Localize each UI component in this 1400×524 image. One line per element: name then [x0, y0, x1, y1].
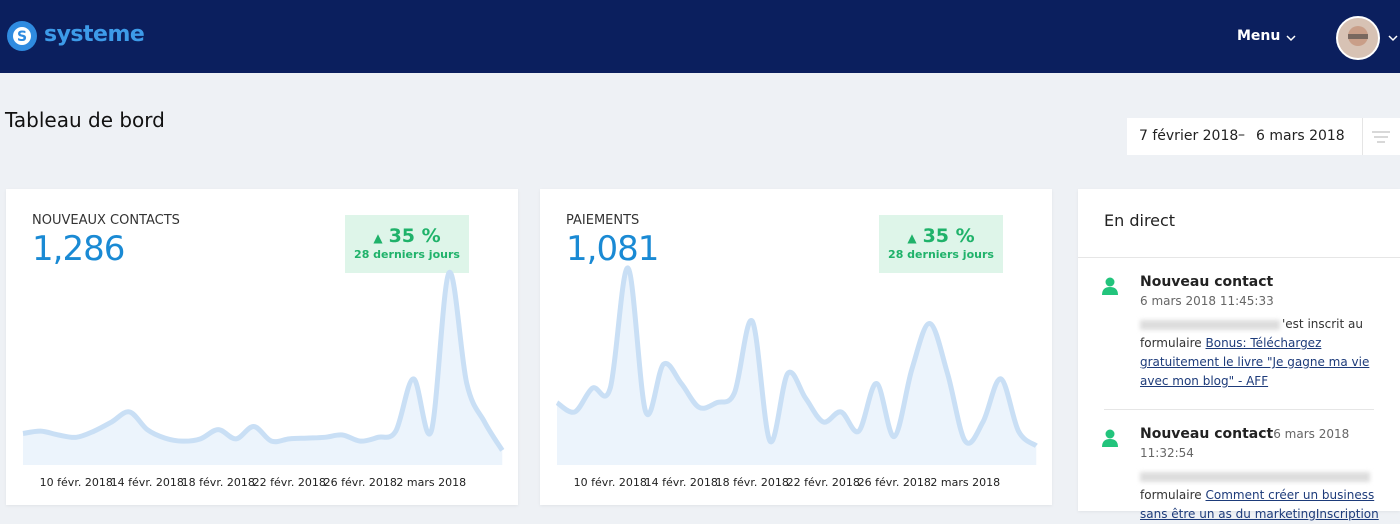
line	[555, 265, 1038, 448]
feed-text: 'est inscrit au formulaire	[1140, 317, 1363, 350]
card-total: 1,081	[566, 229, 659, 269]
feed-date: 6 mars 2018 11:32:54	[1140, 427, 1350, 460]
x-tick-label: 18 févr. 2018	[182, 476, 255, 489]
divider	[1104, 409, 1374, 410]
change-value: 35 %	[388, 225, 441, 247]
feed-date: 6 mars 2018 11:45:33	[1140, 294, 1274, 308]
menu[interactable]: Menu	[1237, 28, 1281, 44]
feed-text: formulaire	[1140, 488, 1202, 502]
x-tick-label: 10 févr. 2018	[574, 476, 647, 489]
x-tick-label: 26 févr. 2018	[858, 476, 931, 489]
feed-item: Nouveau contact6 mars 2018 11:32:54 form…	[1140, 425, 1390, 524]
change-value: 35 %	[922, 225, 975, 247]
menu-caret	[1286, 35, 1296, 42]
x-tick-label: 18 févr. 2018	[716, 476, 789, 489]
up-arrow: ▲	[907, 231, 917, 245]
change-row: ▲ 35 %	[879, 225, 1003, 247]
blurred-email	[1140, 319, 1280, 330]
logo-icon[interactable]: S	[6, 20, 38, 52]
feed-link[interactable]: Bonus: Téléchargez gratuitement le livre…	[1140, 336, 1370, 388]
page-title: Tableau de bord	[5, 108, 165, 132]
logo[interactable]: systeme	[44, 22, 145, 47]
x-tick-label: 22 févr. 2018	[253, 476, 326, 489]
svg-text:S: S	[17, 29, 27, 45]
x-tick-label: 10 févr. 2018	[40, 476, 113, 489]
line	[22, 270, 505, 452]
feed-title: Nouveau contact	[1140, 274, 1274, 290]
date-range[interactable]: 7 février 2018 – 6 mars 2018	[1127, 118, 1400, 155]
divider	[1362, 118, 1363, 155]
chart-card: NOUVEAUX CONTACTS 1,286 ▲ 35 % 28 derniers j…	[6, 189, 518, 505]
x-tick-label: 2 mars 2018	[396, 476, 466, 489]
card-title: NOUVEAUX CONTACTS	[32, 213, 180, 228]
top-bar: S systeme Menu	[0, 0, 1400, 73]
live-title: En direct	[1104, 211, 1176, 230]
x-tick-label: 14 févr. 2018	[645, 476, 718, 489]
change-badge: ▲ 35 % 28 derniers jours	[345, 215, 469, 273]
area	[557, 267, 1037, 465]
card-title: PAIEMENTS	[566, 213, 640, 228]
divider	[1078, 257, 1400, 258]
feed-item: Nouveau contact 6 mars 2018 11:45:33 'es…	[1140, 273, 1376, 391]
x-tick-label: 14 févr. 2018	[111, 476, 184, 489]
x-tick-label: 22 févr. 2018	[787, 476, 860, 489]
x-tick-label: 26 févr. 2018	[324, 476, 397, 489]
filter-icon[interactable]	[1372, 131, 1390, 143]
avatar[interactable]	[1336, 16, 1380, 60]
chart-card: PAIEMENTS 1,081 ▲ 35 % 28 derniers jours 10 f…	[540, 189, 1052, 505]
change-row: ▲ 35 %	[345, 225, 469, 247]
contact-icon	[1102, 277, 1118, 295]
avatar-caret	[1388, 35, 1398, 42]
contact-icon	[1102, 429, 1118, 447]
card-total: 1,286	[32, 229, 125, 269]
change-period: 28 derniers jours	[888, 248, 994, 261]
date-separator: –	[1238, 127, 1245, 143]
feed-title: Nouveau contact	[1140, 426, 1274, 442]
blurred-email	[1140, 471, 1370, 482]
x-tick-label: 2 mars 2018	[930, 476, 1000, 489]
live-feed: En direct Nouveau contact 6 mars 2018 11…	[1078, 189, 1400, 521]
date-end: 6 mars 2018	[1256, 128, 1345, 144]
change-period: 28 derniers jours	[354, 248, 460, 261]
date-start: 7 février 2018	[1139, 128, 1239, 144]
up-arrow: ▲	[373, 231, 383, 245]
change-badge: ▲ 35 % 28 derniers jours	[879, 215, 1003, 273]
